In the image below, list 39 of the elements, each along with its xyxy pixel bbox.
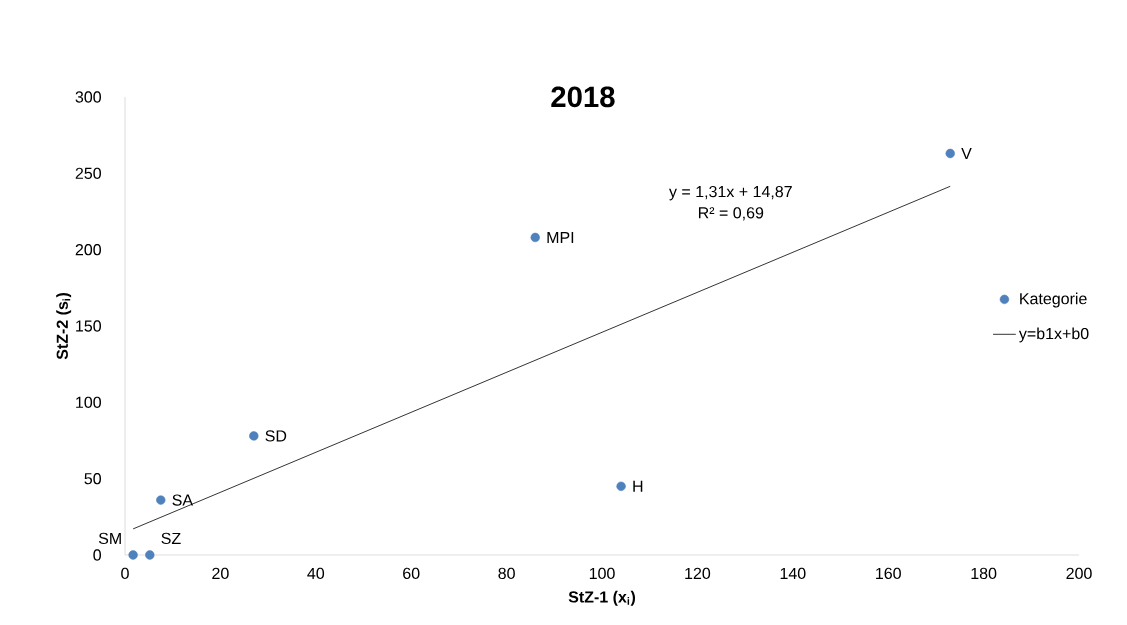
- point: [530, 232, 540, 243]
- data-label: SD: [265, 430, 287, 442]
- point: [945, 148, 955, 159]
- x-tick-label: 60: [403, 567, 420, 580]
- x-tick-label: 20: [212, 567, 229, 580]
- x-axis-title: StZ-1 (x$_{i}$): [568, 590, 636, 606]
- x-tick-label: 160: [876, 567, 901, 580]
- legend-label: y=b1x+b0: [1018, 327, 1089, 343]
- data-label: H: [633, 480, 643, 492]
- point: [145, 550, 155, 560]
- y-tick-label: 200: [75, 244, 101, 256]
- x-tick-label: 0: [121, 567, 129, 580]
- point: [616, 481, 626, 491]
- x-tick-label: 100: [589, 567, 615, 580]
- data-label: MPI: [547, 231, 574, 243]
- x-tick-label: 40: [307, 567, 325, 580]
- x-tick-label: 80: [498, 567, 515, 580]
- data-label: SZ: [161, 532, 181, 545]
- x-tick-label: 120: [685, 567, 711, 580]
- x-tick-label: 140: [780, 567, 806, 580]
- y-tick-label: 0: [93, 549, 102, 561]
- x-tick-label: 180: [971, 567, 997, 580]
- annotation: y = 1,31x + 14,87: [669, 185, 792, 201]
- legend-label: Kategorie: [1020, 292, 1087, 308]
- y-tick-label: 50: [84, 473, 102, 485]
- y-tick-label: 250: [75, 167, 101, 179]
- point: [128, 550, 138, 560]
- point: [249, 431, 259, 441]
- data-label: SA: [172, 494, 194, 506]
- chart-title: 2018: [551, 86, 615, 108]
- y-tick-label: 300: [75, 91, 101, 103]
- annotation: R² = 0,69: [698, 207, 764, 221]
- point: [156, 495, 166, 505]
- data-label: SM: [98, 532, 121, 545]
- y-tick-label: 150: [76, 320, 101, 332]
- y-tick-label: 100: [76, 396, 101, 408]
- x-tick-label: 200: [1066, 567, 1092, 580]
- data-label: V: [961, 147, 972, 159]
- y-axis-title: StZ-2 (s$_{i}$): [56, 292, 72, 360]
